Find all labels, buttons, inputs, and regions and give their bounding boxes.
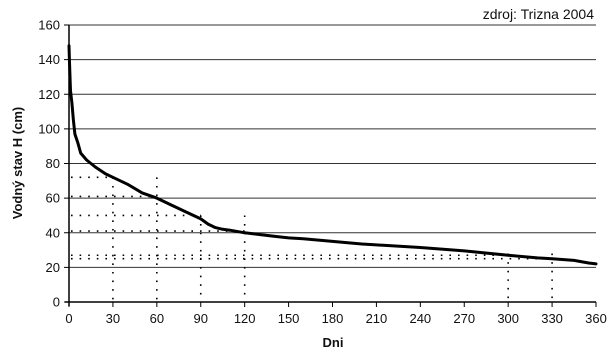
x-tick-label-180: 180	[322, 311, 344, 326]
x-tick-label-0: 0	[65, 311, 72, 326]
x-tick-label-210: 210	[366, 311, 388, 326]
y-axis-title: Vodný stav H (cm)	[10, 107, 25, 219]
series-line-water-level	[67, 44, 598, 266]
x-tick-label-240: 240	[409, 311, 431, 326]
y-tick-label-60: 60	[46, 191, 60, 206]
y-tick-label-100: 100	[38, 121, 60, 136]
x-tick-label-150: 150	[278, 311, 300, 326]
dotted-guides	[71, 176, 553, 302]
x-tick-label-330: 330	[541, 311, 563, 326]
x-axis-title: Dni	[323, 335, 344, 350]
x-tick-label-90: 90	[194, 311, 208, 326]
x-tick-label-300: 300	[497, 311, 519, 326]
x-tick-label-360: 360	[585, 311, 607, 326]
x-tick-label-270: 270	[453, 311, 475, 326]
y-tick-label-140: 140	[38, 52, 60, 67]
source-note: zdroj: Trizna 2004	[483, 6, 594, 22]
x-tick-label-30: 30	[106, 311, 120, 326]
y-tick-label-40: 40	[46, 225, 60, 240]
x-tick-label-120: 120	[234, 311, 256, 326]
y-tick-label-80: 80	[46, 156, 60, 171]
tick-labels: 0 20 40 60 80 100 120 140 160 0 30 60 90 120 150 180 210…	[38, 18, 607, 327]
y-tick-label-20: 20	[46, 260, 60, 275]
x-tick-label-60: 60	[150, 311, 164, 326]
y-tick-label-120: 120	[38, 87, 60, 102]
y-tick-label-160: 160	[38, 18, 60, 33]
y-tick-label-0: 0	[53, 295, 60, 310]
